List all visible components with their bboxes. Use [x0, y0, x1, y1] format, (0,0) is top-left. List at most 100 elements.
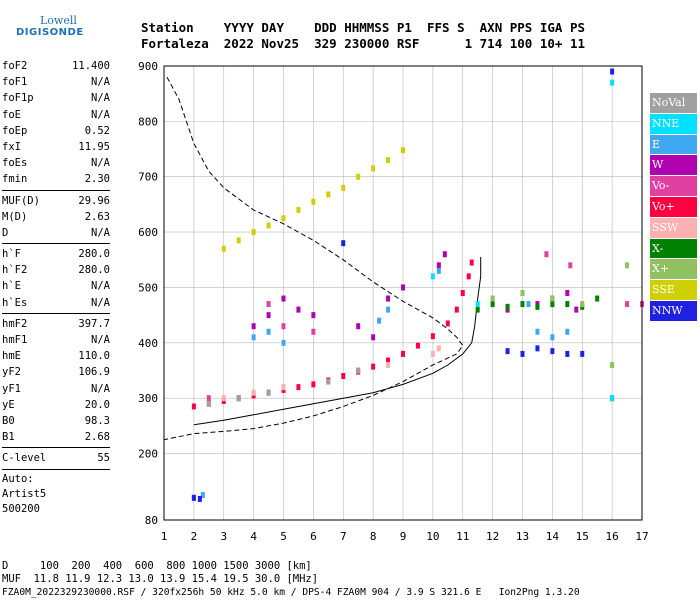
- y-tick-label: 600: [138, 226, 158, 239]
- param-row: fmin 2.30: [2, 171, 110, 187]
- logo-text-lowell: Lowell: [40, 14, 77, 27]
- param-separator: [2, 243, 110, 245]
- data-point: [251, 389, 256, 396]
- chart-legend: NoVal NNE E W Vo- Vo+ SSW X- X+ SSE NNW: [650, 93, 697, 322]
- param-name: yF1: [2, 382, 21, 395]
- param-row: foEs N/A: [2, 155, 110, 171]
- data-point: [311, 328, 316, 335]
- data-point: [266, 301, 271, 308]
- legend-item: X-: [650, 238, 697, 260]
- param-value: 2.68: [84, 431, 110, 444]
- y-tick-label: 300: [138, 392, 158, 405]
- autoscaling-line2: Artist5: [2, 487, 47, 500]
- data-point: [580, 301, 585, 308]
- data-point: [197, 495, 202, 502]
- data-point: [191, 494, 196, 501]
- param-separator: [2, 189, 110, 191]
- legend-item: W: [650, 155, 697, 177]
- data-point: [580, 350, 585, 357]
- x-tick-label: 9: [400, 530, 407, 543]
- param-value: N/A: [91, 226, 110, 239]
- param-row: h`E N/A: [2, 278, 110, 294]
- ionospheric-parameters-panel: foF2 11.400 foF1 N/A foF1p N/A foE N/A foEp 0.52 f…: [2, 58, 110, 517]
- param-separator: [2, 447, 110, 449]
- data-point: [341, 240, 346, 247]
- data-point: [386, 295, 391, 302]
- x-tick-label: 3: [220, 530, 227, 543]
- x-tick-label: 17: [635, 530, 648, 543]
- autoscaling-line3: 500200: [2, 502, 40, 515]
- param-name: h`F: [2, 248, 21, 261]
- data-point: [436, 262, 441, 269]
- param-row: h`F2 280.0: [2, 262, 110, 278]
- legend-item: SSW: [650, 217, 697, 239]
- data-point: [266, 389, 271, 396]
- param-value: 110.0: [78, 350, 110, 363]
- data-point: [401, 350, 405, 357]
- data-point: [206, 395, 211, 402]
- param-value: 106.9: [78, 366, 110, 379]
- param-value: 29.96: [78, 194, 110, 207]
- data-point: [281, 323, 286, 330]
- logo-text-digisonde: DIGISONDE: [16, 27, 84, 38]
- data-point: [236, 395, 241, 402]
- x-tick-label: 16: [606, 530, 619, 543]
- param-separator: [2, 312, 110, 314]
- data-point: [565, 290, 570, 296]
- param-name: B0: [2, 414, 15, 427]
- data-point: [415, 342, 420, 349]
- param-row: foF1 N/A: [2, 74, 110, 90]
- data-point: [311, 381, 316, 388]
- data-point: [221, 245, 226, 252]
- data-point: [430, 333, 435, 340]
- data-point: [610, 361, 615, 368]
- data-point: [475, 306, 480, 313]
- data-point: [520, 301, 525, 308]
- data-point: [296, 306, 301, 313]
- data-point: [442, 251, 447, 258]
- data-point: [377, 317, 382, 324]
- data-point: [565, 350, 570, 357]
- data-point: [568, 262, 573, 269]
- header-line-2: Fortaleza 2022 Nov25 329 230000 RSF 1 71…: [141, 36, 586, 51]
- chart-curves: [163, 76, 482, 441]
- param-value: N/A: [91, 280, 110, 293]
- param-name: foF2: [2, 60, 28, 72]
- y-tick-label: 500: [138, 281, 158, 294]
- param-separator: [2, 468, 110, 470]
- param-name: C-level: [2, 452, 47, 465]
- data-point: [490, 295, 495, 302]
- data-point: [341, 373, 346, 380]
- param-name: yE: [2, 398, 15, 411]
- data-point: [251, 323, 256, 330]
- data-point: [281, 215, 286, 222]
- dashed-curve: [163, 76, 464, 441]
- data-point: [326, 191, 331, 198]
- y-tick-label: 80: [145, 514, 158, 527]
- param-name: h`Es: [2, 296, 28, 309]
- data-point: [520, 290, 525, 296]
- param-value: 11.400: [72, 60, 110, 72]
- data-point: [281, 295, 286, 302]
- data-point: [625, 301, 630, 308]
- data-point: [520, 350, 525, 357]
- data-point: [550, 301, 555, 308]
- param-value: 280.0: [78, 248, 110, 261]
- param-name: fxI: [2, 140, 21, 153]
- data-point: [550, 334, 555, 341]
- param-name: foEp: [2, 124, 28, 137]
- data-point: [445, 320, 450, 327]
- param-value: N/A: [91, 157, 110, 170]
- data-point: [326, 378, 331, 385]
- param-name: MUF(D): [2, 194, 40, 207]
- param-row: M(D) 2.63: [2, 209, 110, 225]
- data-point: [386, 357, 391, 364]
- data-point: [191, 403, 196, 410]
- data-point: [475, 301, 480, 308]
- legend-item: E: [650, 134, 697, 156]
- data-point: [436, 267, 441, 274]
- chart-grid: [163, 65, 643, 521]
- param-row: yF1 N/A: [2, 381, 110, 397]
- param-value: 98.3: [84, 414, 110, 427]
